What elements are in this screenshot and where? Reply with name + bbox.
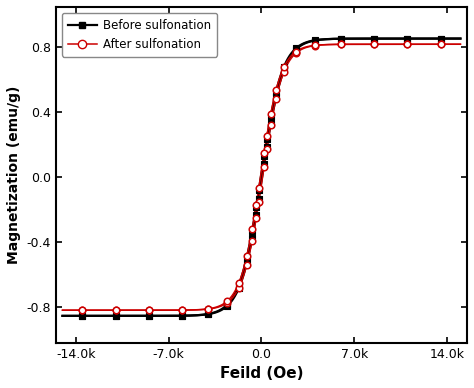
Point (292, 50, 300, 56)
Point (112, 313, 119, 319)
Point (263, 144, 271, 151)
Point (311, 37, 319, 43)
Point (370, 41, 378, 47)
Point (79, 307, 86, 313)
Point (79, 313, 86, 319)
Point (280, 67, 288, 73)
Point (255, 199, 263, 205)
Point (337, 41, 345, 47)
Y-axis label: Magnetization (emu/g): Magnetization (emu/g) (7, 86, 21, 264)
Point (263, 136, 271, 142)
X-axis label: Feild (Oe): Feild (Oe) (220, 366, 303, 381)
Point (255, 185, 263, 191)
Point (370, 35, 378, 42)
Point (370, 41, 378, 47)
Point (223, 302, 231, 308)
Point (272, 94, 280, 100)
Point (263, 133, 271, 139)
Point (292, 47, 300, 53)
Point (145, 313, 153, 319)
Point (267, 121, 274, 127)
Point (260, 163, 268, 170)
Point (267, 114, 274, 120)
Point (205, 311, 212, 317)
Point (272, 89, 280, 95)
Point (223, 303, 231, 309)
Point (205, 306, 212, 312)
Point (403, 41, 411, 47)
Point (235, 284, 243, 291)
Point (243, 262, 251, 268)
Point (260, 161, 268, 167)
Point (112, 307, 119, 313)
Point (280, 64, 288, 70)
Point (248, 235, 256, 241)
Point (178, 307, 186, 313)
Point (252, 202, 260, 208)
Point (248, 227, 256, 234)
Point (311, 37, 319, 43)
Point (252, 215, 260, 222)
Point (280, 69, 288, 75)
Point (403, 41, 411, 47)
Point (223, 300, 231, 306)
Point (403, 35, 411, 42)
Point (252, 212, 260, 218)
Point (437, 35, 444, 42)
Point (337, 41, 345, 47)
Point (437, 35, 444, 42)
Point (437, 41, 444, 47)
Point (260, 152, 268, 159)
Point (263, 146, 271, 152)
Point (255, 196, 263, 202)
Point (178, 313, 186, 319)
Point (235, 285, 243, 291)
Point (243, 254, 251, 260)
Point (79, 307, 86, 313)
Point (280, 64, 288, 70)
Point (235, 282, 243, 288)
Legend: Before sulfonation, After sulfonation: Before sulfonation, After sulfonation (62, 13, 217, 57)
Point (243, 260, 251, 266)
Point (145, 307, 153, 313)
Point (112, 307, 119, 313)
Point (248, 237, 256, 244)
Point (437, 41, 444, 47)
Point (292, 45, 300, 52)
Point (370, 35, 378, 42)
Point (79, 313, 86, 319)
Point (403, 35, 411, 42)
Point (311, 43, 319, 49)
Point (243, 253, 251, 259)
Point (205, 306, 212, 312)
Point (267, 111, 274, 117)
Point (337, 36, 345, 42)
Point (272, 95, 280, 102)
Point (311, 42, 319, 48)
Point (248, 226, 256, 232)
Point (145, 313, 153, 319)
Point (292, 48, 300, 55)
Point (272, 87, 280, 93)
Point (178, 307, 186, 313)
Point (255, 187, 263, 193)
Point (145, 307, 153, 313)
Point (252, 204, 260, 210)
Point (267, 122, 274, 128)
Point (205, 311, 212, 317)
Point (260, 150, 268, 156)
Point (112, 313, 119, 319)
Point (223, 298, 231, 304)
Point (235, 280, 243, 286)
Point (178, 313, 186, 319)
Point (337, 36, 345, 42)
